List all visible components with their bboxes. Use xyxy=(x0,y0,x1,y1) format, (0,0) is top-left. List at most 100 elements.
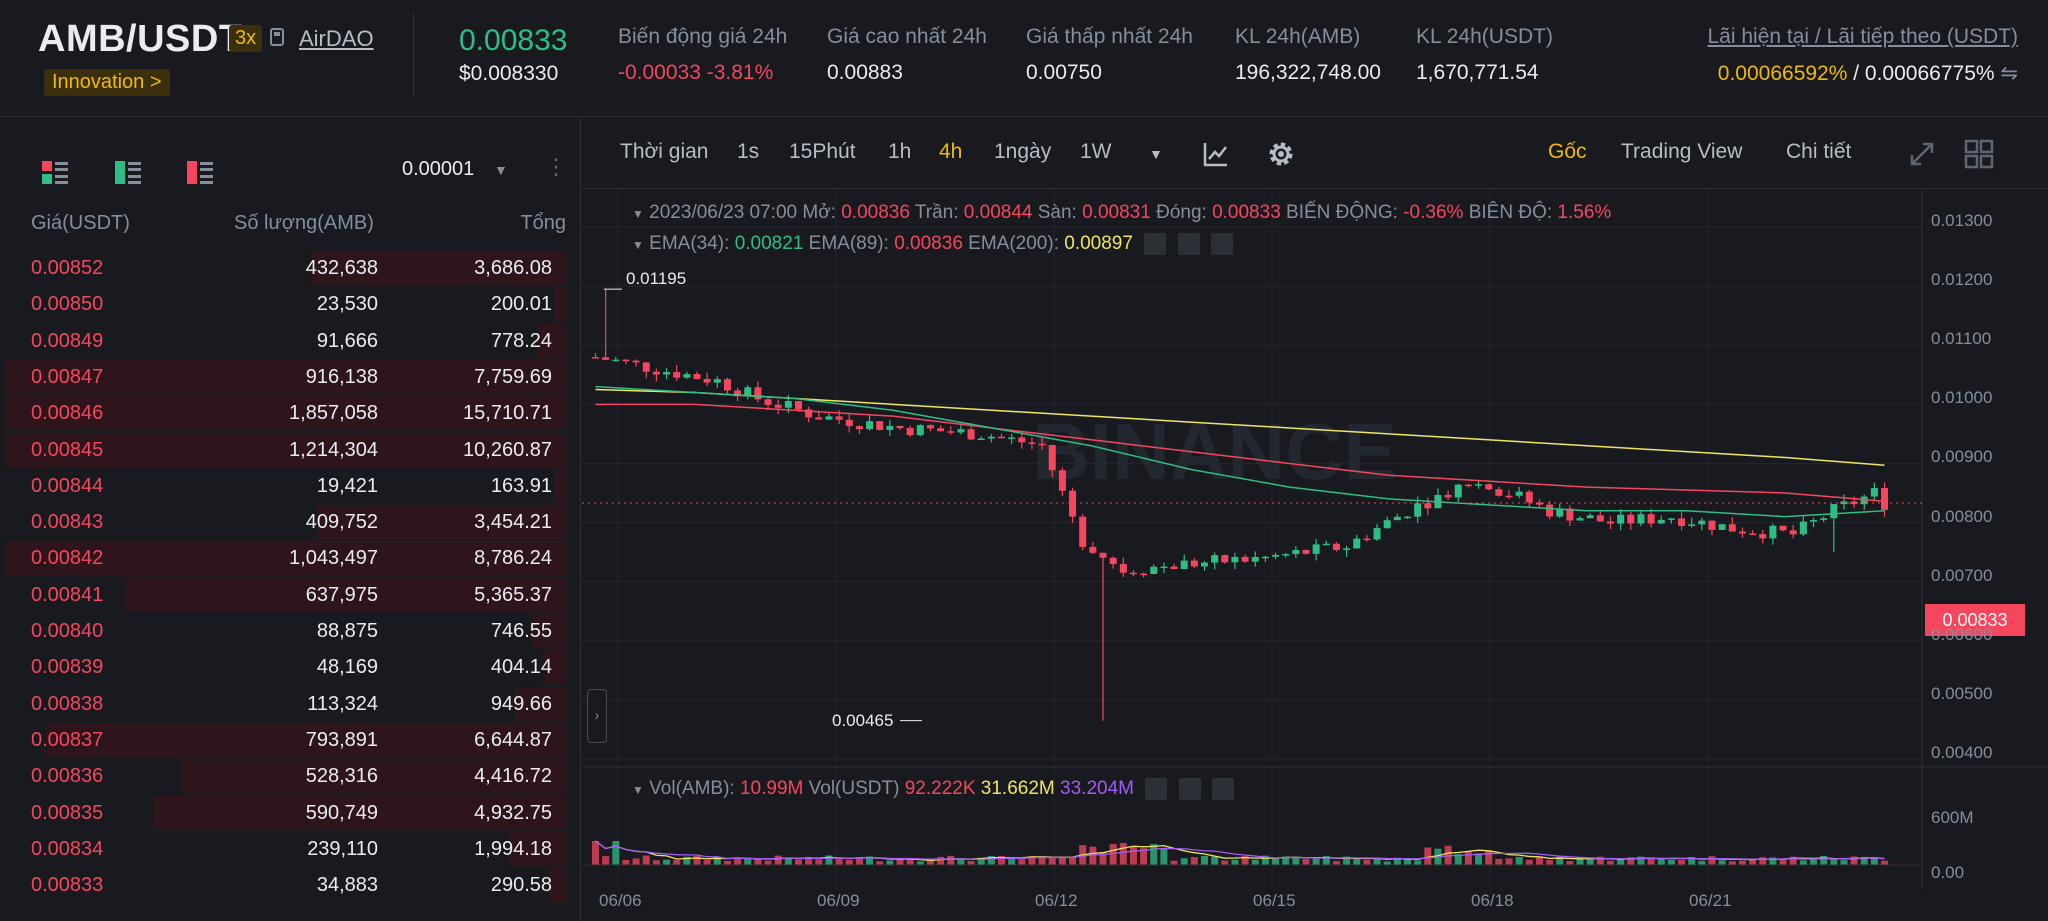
ask-price: 0.00843 xyxy=(31,511,104,534)
candle-body xyxy=(612,359,620,362)
both-sides-icon[interactable] xyxy=(40,158,70,188)
ask-row[interactable]: 0.00839 48,169 404.14 xyxy=(0,649,566,685)
ask-row[interactable]: 0.00840 88,875 746.55 xyxy=(0,613,566,649)
volume-tick: 0.00 xyxy=(1931,863,1965,882)
ask-row[interactable]: 0.00844 19,421 163.91 xyxy=(0,468,566,504)
ask-row[interactable]: 0.00841 637,975 5,365.37 xyxy=(0,577,566,613)
ask-row[interactable]: 0.00850 23,530 200.01 xyxy=(0,286,566,322)
ask-qty: 528,316 xyxy=(305,765,378,788)
candlestick-chart[interactable]: BINANCE xyxy=(582,189,2048,921)
candle-body xyxy=(1586,515,1594,519)
candle-body xyxy=(1170,566,1178,570)
indicator-icon[interactable] xyxy=(1202,140,1230,168)
collapse-icon[interactable]: ▼ xyxy=(632,783,644,798)
ask-qty: 239,110 xyxy=(307,837,378,860)
funding-rate[interactable]: Lãi hiện tại / Lãi tiếp theo (USDT) 0.00… xyxy=(1708,25,2019,86)
candle-body xyxy=(754,387,762,400)
close-icon[interactable] xyxy=(1211,778,1234,800)
candle-body xyxy=(1140,573,1148,576)
volume-bar xyxy=(1860,856,1868,865)
ask-row[interactable]: 0.00846 1,857,058 15,710.71 xyxy=(0,395,566,431)
ask-row[interactable]: 0.00849 91,666 778.24 xyxy=(0,323,566,359)
project-link[interactable]: AirDAO xyxy=(299,26,374,51)
candle-body xyxy=(1799,521,1807,535)
ask-row[interactable]: 0.00835 590,749 4,932.75 xyxy=(0,795,566,831)
close-icon[interactable] xyxy=(1210,233,1233,255)
eye-icon[interactable] xyxy=(1145,778,1168,800)
pair-title[interactable]: AMB/USDT xyxy=(38,18,243,60)
ask-row[interactable]: 0.00833 34,883 290.58 xyxy=(0,867,566,903)
funding-next: 0.00066775% xyxy=(1864,62,1995,85)
candle-body xyxy=(845,419,853,427)
volume-bar xyxy=(957,859,965,865)
candle-body xyxy=(987,436,995,439)
interval-1d[interactable]: 1ngày xyxy=(994,140,1052,163)
tab-tradingview[interactable]: Trading View xyxy=(1621,140,1743,163)
volume-bar xyxy=(1170,860,1178,865)
interval-1s[interactable]: 1s xyxy=(737,140,760,163)
volume-bar xyxy=(1870,857,1878,865)
candle-body xyxy=(916,425,924,436)
asks-only-icon[interactable] xyxy=(185,158,215,188)
ask-price: 0.00847 xyxy=(31,365,104,388)
settings-icon[interactable] xyxy=(1177,233,1200,255)
chart-toolbar: Thời gian 1s 15Phút 1h 4h 1ngày 1W ▼ Gốc… xyxy=(582,118,2048,189)
candle-body xyxy=(663,372,671,375)
ask-row[interactable]: 0.00847 916,138 7,759.69 xyxy=(0,359,566,395)
chart-area[interactable]: BINANCE ▼ 2023/06/23 07:00 Mở: 0.00836 T… xyxy=(582,189,2048,921)
candle-body xyxy=(1332,543,1340,550)
layout-icon[interactable] xyxy=(1964,139,1994,169)
ask-total: 6,644.87 xyxy=(474,728,552,751)
innovation-tag[interactable]: Innovation > xyxy=(44,69,170,96)
volume-bar xyxy=(1657,858,1665,865)
volume-bar xyxy=(1607,860,1614,865)
gear-icon[interactable] xyxy=(1266,139,1296,169)
eye-icon[interactable] xyxy=(1144,233,1167,255)
candle-body xyxy=(1607,521,1614,524)
settings-icon[interactable] xyxy=(1178,778,1201,800)
candle-body xyxy=(1749,533,1757,535)
candle-body xyxy=(1769,525,1777,539)
interval-1w[interactable]: 1W xyxy=(1080,140,1112,163)
price-tick: 0.01200 xyxy=(1931,270,1993,290)
ask-row[interactable]: 0.00836 528,316 4,416.72 xyxy=(0,758,566,794)
chevron-down-icon[interactable]: ▼ xyxy=(494,162,508,178)
volume-bar xyxy=(1617,860,1625,865)
more-icon[interactable]: ⋮ xyxy=(545,154,567,179)
interval-more-icon[interactable]: ▼ xyxy=(1149,146,1163,162)
interval-4h[interactable]: 4h xyxy=(939,140,963,163)
collapse-icon[interactable]: ▼ xyxy=(632,207,644,221)
swap-icon[interactable]: ⇋ xyxy=(2000,62,2018,85)
volume-bar xyxy=(652,860,660,865)
candle-body xyxy=(1129,572,1137,575)
candle-body xyxy=(1525,491,1533,503)
funding-label[interactable]: Lãi hiện tại / Lãi tiếp theo (USDT) xyxy=(1707,25,2019,48)
ask-row[interactable]: 0.00843 409,752 3,454.21 xyxy=(0,504,566,540)
volume-bar xyxy=(1180,858,1188,865)
date-tick: 06/18 xyxy=(1471,891,1514,910)
bids-only-icon[interactable] xyxy=(113,158,143,188)
candle-body xyxy=(744,387,752,397)
ask-row[interactable]: 0.00834 239,110 1,994.18 xyxy=(0,831,566,867)
candle-body xyxy=(906,428,914,436)
expand-panel-button[interactable]: › xyxy=(587,689,607,743)
ask-row[interactable]: 0.00845 1,214,304 10,260.87 xyxy=(0,432,566,468)
tick-size-select[interactable]: 0.00001 xyxy=(402,158,475,180)
tab-original[interactable]: Gốc xyxy=(1548,140,1587,163)
ask-row[interactable]: 0.00852 432,638 3,686.08 xyxy=(0,250,566,286)
ask-row[interactable]: 0.00842 1,043,497 8,786.24 xyxy=(0,540,566,576)
tab-depth[interactable]: Chi tiết xyxy=(1786,140,1852,163)
collapse-icon[interactable]: ▼ xyxy=(632,238,644,253)
vol-ma2-value: 33.204M xyxy=(1060,778,1134,800)
candle-body xyxy=(1079,516,1087,547)
ohlc-date: 2023/06/23 07:00 xyxy=(649,202,798,223)
ohlc-amp: 1.56% xyxy=(1557,202,1612,223)
ask-total: 163.91 xyxy=(490,474,552,497)
volume-bar xyxy=(1759,857,1767,865)
fullscreen-icon[interactable] xyxy=(1908,140,1936,168)
interval-15m[interactable]: 15Phút xyxy=(789,140,856,163)
ask-row[interactable]: 0.00837 793,891 6,644.87 xyxy=(0,722,566,758)
ask-row[interactable]: 0.00838 113,324 949.66 xyxy=(0,686,566,722)
candle-body xyxy=(1282,554,1290,556)
interval-1h[interactable]: 1h xyxy=(888,140,912,163)
